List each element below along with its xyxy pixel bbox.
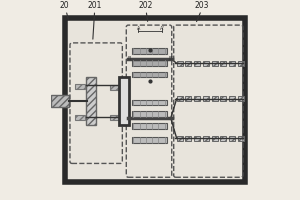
Bar (220, 61, 226, 66)
Text: 201: 201 (88, 1, 102, 10)
Bar (194, 61, 200, 66)
Bar (194, 96, 200, 101)
Bar (185, 136, 191, 141)
Bar (177, 136, 183, 141)
Text: 203: 203 (194, 1, 208, 10)
Bar (110, 115, 120, 120)
Bar (110, 85, 120, 90)
Text: B: B (127, 56, 130, 61)
Bar (51, 95, 69, 107)
Bar (238, 96, 244, 101)
Bar (132, 72, 167, 77)
Bar (212, 61, 218, 66)
Bar (75, 84, 85, 89)
Text: A': A' (160, 26, 164, 31)
Bar (132, 137, 167, 143)
Text: B': B' (169, 56, 173, 61)
Bar (212, 96, 218, 101)
Text: A: A (136, 26, 140, 31)
Bar (229, 61, 235, 66)
Bar (185, 61, 191, 66)
Bar (229, 96, 235, 101)
Bar (132, 60, 167, 66)
Bar (185, 96, 191, 101)
Bar (132, 100, 167, 105)
Bar (238, 61, 244, 66)
Bar (75, 115, 85, 120)
Bar (203, 96, 209, 101)
Bar (177, 61, 183, 66)
Text: 202: 202 (139, 1, 153, 10)
Bar (132, 123, 167, 129)
Bar (203, 61, 209, 66)
Bar (119, 77, 129, 125)
Bar (132, 111, 167, 117)
Bar (132, 48, 167, 54)
Bar (65, 18, 245, 182)
Bar (238, 136, 244, 141)
Bar (229, 136, 235, 141)
Bar (194, 136, 200, 141)
Text: 20: 20 (59, 1, 69, 10)
Bar (212, 136, 218, 141)
Bar (203, 136, 209, 141)
Bar (86, 77, 96, 125)
Bar (220, 136, 226, 141)
Bar (220, 96, 226, 101)
Bar (177, 96, 183, 101)
